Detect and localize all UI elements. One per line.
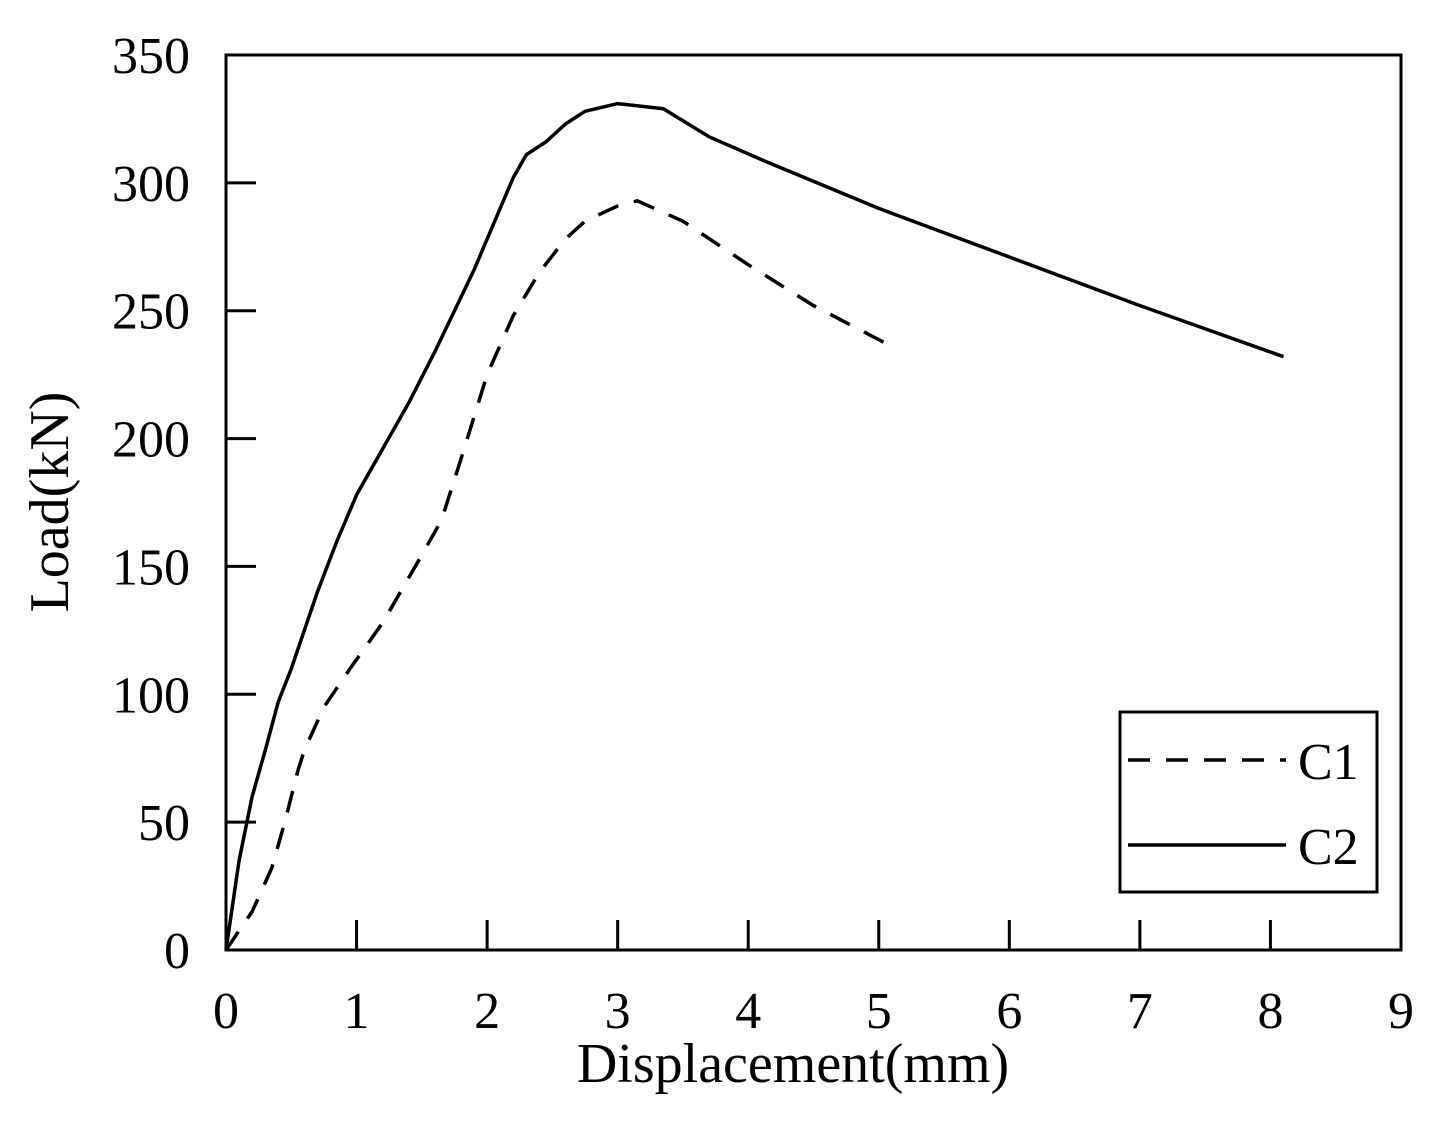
- y-tick-label: 250: [112, 284, 190, 341]
- series-line-c1: [224, 199, 893, 951]
- series-layer: [224, 101, 1285, 951]
- legend-box: [1118, 710, 1379, 894]
- y-tick-label: 100: [112, 667, 190, 724]
- y-axis-ticks: 0 50 100 150 200 250 300 350: [112, 28, 256, 980]
- legend-label-c1: C1: [1298, 734, 1359, 791]
- x-axis-title: Displacement(mm): [577, 1033, 1009, 1095]
- x-tick-label: 0: [213, 983, 239, 1040]
- x-axis-ticks: 0 1 2 3 4 5 6 7 8 9: [213, 920, 1414, 1040]
- x-tick-label: 6: [996, 983, 1022, 1040]
- x-tick-label: 3: [605, 983, 631, 1040]
- y-tick-label: 150: [112, 539, 190, 596]
- x-tick-label: 7: [1127, 983, 1153, 1040]
- y-tick-label: 50: [138, 795, 190, 852]
- x-tick-label: 5: [866, 983, 892, 1040]
- x-tick-label: 9: [1388, 983, 1414, 1040]
- series-line-c2: [224, 101, 1285, 951]
- x-tick-label: 4: [735, 983, 761, 1040]
- plot-frame: [224, 53, 1403, 952]
- y-tick-label: 0: [164, 923, 190, 980]
- y-tick-label: 200: [112, 412, 190, 469]
- legend-label-c2: C2: [1298, 819, 1359, 876]
- x-tick-label: 1: [344, 983, 370, 1040]
- legend: C1 C2: [1118, 710, 1379, 894]
- y-tick-label: 300: [112, 156, 190, 213]
- y-tick-label: 350: [112, 28, 190, 85]
- y-axis-title: Load(kN): [19, 392, 81, 613]
- x-tick-label: 8: [1257, 983, 1283, 1040]
- x-tick-label: 2: [474, 983, 500, 1040]
